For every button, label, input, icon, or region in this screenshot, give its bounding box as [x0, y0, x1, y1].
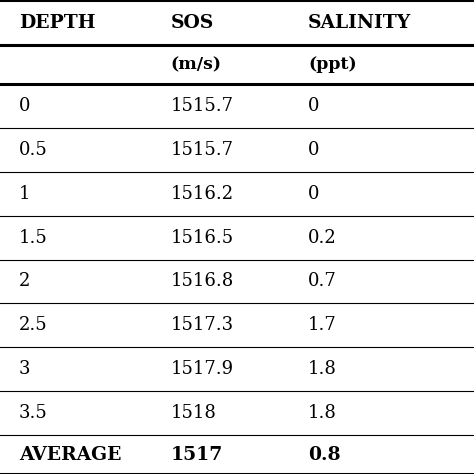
Text: 1.7: 1.7 [308, 316, 337, 334]
Text: 0.5: 0.5 [19, 141, 48, 159]
Text: AVERAGE: AVERAGE [19, 446, 121, 464]
Text: (m/s): (m/s) [171, 56, 222, 73]
Text: 1517.9: 1517.9 [171, 360, 234, 378]
Text: 1517: 1517 [171, 446, 223, 464]
Text: (ppt): (ppt) [308, 56, 357, 73]
Text: 1516.8: 1516.8 [171, 273, 234, 291]
Text: 1515.7: 1515.7 [171, 97, 234, 115]
Text: 2: 2 [19, 273, 30, 291]
Text: 1.5: 1.5 [19, 228, 48, 246]
Text: 0.7: 0.7 [308, 273, 337, 291]
Text: SOS: SOS [171, 14, 214, 31]
Text: 1.8: 1.8 [308, 404, 337, 422]
Text: 0: 0 [308, 185, 319, 203]
Text: 0: 0 [308, 141, 319, 159]
Text: DEPTH: DEPTH [19, 14, 95, 31]
Text: 1518: 1518 [171, 404, 217, 422]
Text: 1.8: 1.8 [308, 360, 337, 378]
Text: 0: 0 [308, 97, 319, 115]
Text: 0.2: 0.2 [308, 228, 337, 246]
Text: 0.8: 0.8 [308, 446, 341, 464]
Text: 1517.3: 1517.3 [171, 316, 234, 334]
Text: 3.5: 3.5 [19, 404, 48, 422]
Text: 1: 1 [19, 185, 30, 203]
Text: 2.5: 2.5 [19, 316, 47, 334]
Text: 1515.7: 1515.7 [171, 141, 234, 159]
Text: 1516.5: 1516.5 [171, 228, 234, 246]
Text: SALINITY: SALINITY [308, 14, 411, 31]
Text: 0: 0 [19, 97, 30, 115]
Text: 1516.2: 1516.2 [171, 185, 234, 203]
Text: 3: 3 [19, 360, 30, 378]
